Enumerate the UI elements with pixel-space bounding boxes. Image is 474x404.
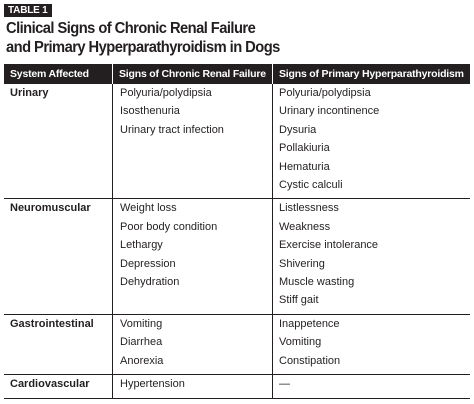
table-header: System Affected Signs of Chronic Renal F…: [4, 64, 470, 84]
sign-item: Dysuria: [279, 123, 317, 136]
group-row: Cardiovascular Hypertension —: [4, 374, 470, 399]
sign-item: Anorexia: [120, 354, 164, 367]
system-cell: Urinary: [4, 84, 113, 200]
table-body: Urinary Polyuria/polydipsia Isosthenuria Ur…: [4, 84, 470, 399]
column-header: Signs of Chronic Renal Failure: [112, 64, 273, 84]
sign-item: Cystic calculi: [279, 179, 343, 192]
renal-cell: Hypertension: [112, 374, 273, 399]
group-row: Neuromuscular Weight loss Poor body condit…: [4, 198, 470, 315]
title-line: and Primary Hyperparathyroidism in Dogs: [6, 39, 280, 56]
sign-item: Diarrhea: [120, 336, 163, 349]
column-header: System Affected: [4, 64, 113, 84]
sign-item: Isosthenuria: [120, 105, 180, 118]
sign-item: Urinary incontinence: [279, 105, 380, 118]
system-cell: Cardiovascular: [4, 374, 113, 399]
sign-item: Inappetence: [279, 317, 340, 330]
sign-item: Vomiting: [120, 317, 163, 330]
system-cell: Neuromuscular: [4, 198, 113, 315]
sign-item: Constipation: [279, 354, 341, 367]
sign-item: Hematuria: [279, 160, 330, 173]
signs-table: System Affected Signs of Chronic Renal F…: [4, 64, 470, 399]
hyper-cell: Polyuria/polydipsia Urinary incontinence D…: [272, 84, 470, 200]
sign-item: Dehydration: [120, 276, 180, 289]
table-title: Clinical Signs of Chronic Renal Failure …: [6, 19, 280, 57]
title-line: Clinical Signs of Chronic Renal Failure: [6, 20, 256, 37]
renal-cell: Weight loss Poor body condition Lethargy De…: [112, 198, 273, 315]
sign-item: Shivering: [279, 257, 325, 270]
sign-item: Vomiting: [279, 336, 322, 349]
system-cell: Gastrointestinal: [4, 314, 113, 376]
sign-item: Urinary tract infection: [120, 123, 224, 136]
hyper-cell: Inappetence Vomiting Constipation: [272, 314, 470, 376]
sign-item: Pollakiuria: [279, 142, 330, 155]
sign-item: Lethargy: [120, 239, 163, 252]
sign-item: Polyuria/polydipsia: [120, 87, 212, 99]
renal-cell: Polyuria/polydipsia Isosthenuria Urinary t…: [112, 84, 273, 200]
hyper-cell: —: [272, 374, 470, 399]
sign-item: —: [279, 378, 290, 391]
sign-item: Listlessness: [279, 202, 339, 215]
sign-item: Exercise intolerance: [279, 239, 379, 252]
sign-item: Weakness: [279, 220, 331, 233]
table-label: TABLE 1: [4, 4, 52, 17]
header-row: System Affected Signs of Chronic Renal F…: [4, 64, 470, 84]
sign-item: Weight loss: [120, 202, 177, 215]
hyper-cell: Listlessness Weakness Exercise intolerance…: [272, 198, 470, 315]
sign-item: Stiff gait: [279, 294, 319, 307]
sign-item: Hypertension: [120, 378, 185, 391]
sign-item: Depression: [120, 257, 176, 270]
renal-cell: Vomiting Diarrhea Anorexia: [112, 314, 273, 376]
column-header: Signs of Primary Hyperparathyroidism: [272, 64, 470, 84]
sign-item: Polyuria/polydipsia: [279, 87, 371, 99]
group-row: Gastrointestinal Vomiting Diarrhea Anorexia…: [4, 314, 470, 376]
sign-item: Muscle wasting: [279, 276, 355, 289]
sign-item: Poor body condition: [120, 220, 218, 233]
group-row: Urinary Polyuria/polydipsia Isosthenuria Ur…: [4, 84, 470, 200]
